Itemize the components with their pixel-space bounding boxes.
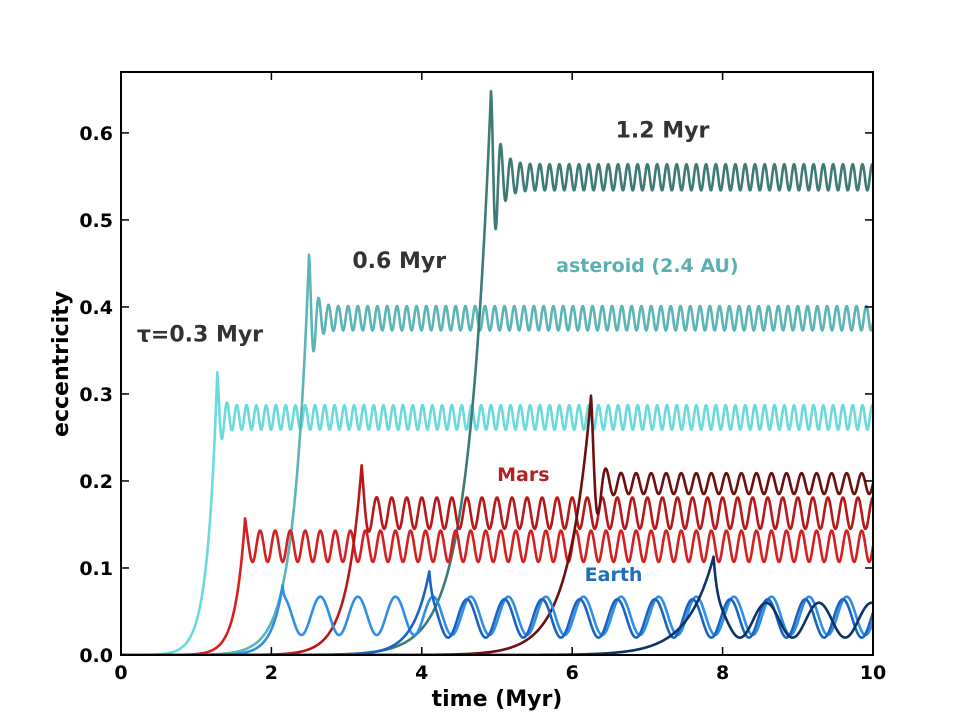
series-line-asteroid-1 — [121, 253, 873, 655]
y-tick-label: 0.0 — [79, 645, 113, 667]
annotation-tau-12: 1.2 Myr — [616, 118, 710, 143]
annotation-tau-03: τ=0.3 Myr — [137, 323, 263, 348]
annotation-asteroid: asteroid (2.4 AU) — [556, 255, 738, 277]
annotation-mars: Mars — [497, 464, 549, 486]
series-line-mars-3 — [121, 517, 873, 655]
annotation-tau-06: 0.6 Myr — [352, 249, 446, 274]
series-line-mars-5 — [121, 394, 873, 655]
y-tick-label: 0.2 — [79, 471, 113, 493]
y-axis-label: eccentricity — [49, 291, 74, 437]
annotation-earth: Earth — [585, 564, 643, 586]
x-tick-label: 6 — [566, 662, 579, 684]
x-tick-label: 2 — [265, 662, 278, 684]
x-axis-label: time (Myr) — [432, 687, 563, 712]
y-tick-label: 0.3 — [79, 384, 113, 406]
annotation-layer: τ=0.3 Myr 0.6 Myr 1.2 Myr asteroid (2.4 AU)… — [137, 118, 739, 586]
y-tick-label: 0.4 — [79, 297, 113, 319]
tick-layer: 0 2 4 6 8 10 0.0 0.1 0.2 0.3 0.4 0.5 0.6 — [79, 72, 886, 684]
y-tick-label: 0.5 — [79, 210, 113, 232]
plot-frame — [120, 71, 874, 656]
series-line-asteroid-0 — [121, 370, 873, 655]
x-tick-label: 10 — [860, 662, 886, 684]
plot-background — [121, 72, 873, 655]
y-tick-label: 0.6 — [79, 123, 113, 145]
y-tick-label: 0.1 — [79, 558, 113, 580]
x-tick-label: 0 — [114, 662, 127, 684]
x-tick-label: 4 — [415, 662, 428, 684]
series-line-earth-7 — [121, 570, 873, 655]
x-tick-label: 8 — [716, 662, 729, 684]
